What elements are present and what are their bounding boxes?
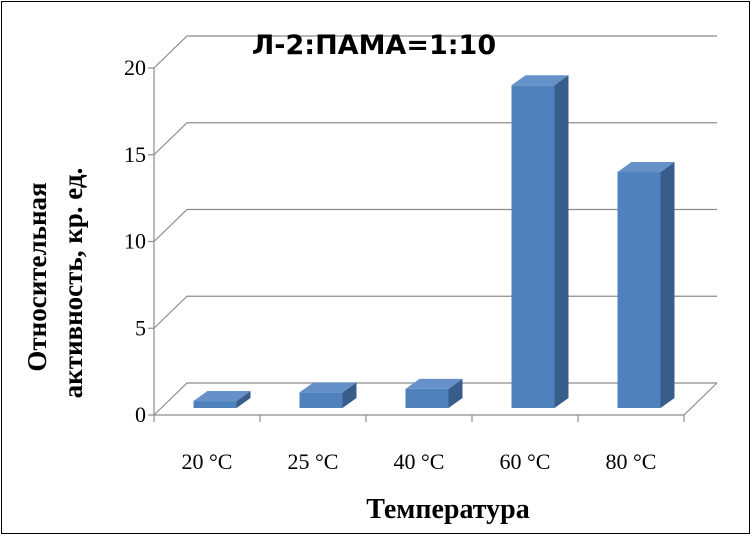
x-tick-label: 60 °C xyxy=(500,449,551,474)
y-axis-label-line-1: Относительная xyxy=(22,182,52,371)
gridline xyxy=(153,35,717,69)
y-tick-label: 5 xyxy=(135,315,146,340)
bar xyxy=(405,378,463,408)
bar xyxy=(617,162,675,408)
bar-side xyxy=(448,378,463,408)
y-axis-label-line-2: активность, кр. ед. xyxy=(58,168,88,399)
bar-front xyxy=(405,388,449,408)
y-tick-label: 10 xyxy=(124,229,146,254)
y-tick-label: 20 xyxy=(124,55,146,80)
bar-front xyxy=(617,172,661,408)
tick-layer: 0 5 10 15 20 20 °C 25 °C 40 °C 60 °C 80 °C xyxy=(124,55,685,474)
bar-top xyxy=(299,382,357,393)
bar-front xyxy=(193,401,237,408)
bar-layer xyxy=(193,75,675,408)
x-tick-label: 25 °C xyxy=(288,449,339,474)
bar-top xyxy=(511,75,569,86)
x-tick-label: 40 °C xyxy=(394,449,445,474)
bar-front xyxy=(511,85,555,408)
bar-front xyxy=(299,392,343,408)
bar-side xyxy=(554,75,569,408)
bar-top xyxy=(617,162,675,173)
x-tick-label: 20 °C xyxy=(182,449,233,474)
bar-side xyxy=(660,162,675,408)
x-tick-label: 80 °C xyxy=(606,449,657,474)
x-axis-label: Температура xyxy=(366,494,529,525)
bar-side xyxy=(236,391,251,408)
y-tick-label: 0 xyxy=(135,402,146,427)
y-tick-label: 15 xyxy=(124,142,146,167)
chart-title: Л-2:ПАМА=1:10 xyxy=(252,30,496,61)
bar xyxy=(299,382,357,408)
bar-side xyxy=(342,382,357,408)
bar-top xyxy=(193,391,251,402)
bar xyxy=(511,75,569,408)
bar-top xyxy=(405,378,463,389)
bar xyxy=(193,391,251,408)
gridline xyxy=(153,122,717,156)
